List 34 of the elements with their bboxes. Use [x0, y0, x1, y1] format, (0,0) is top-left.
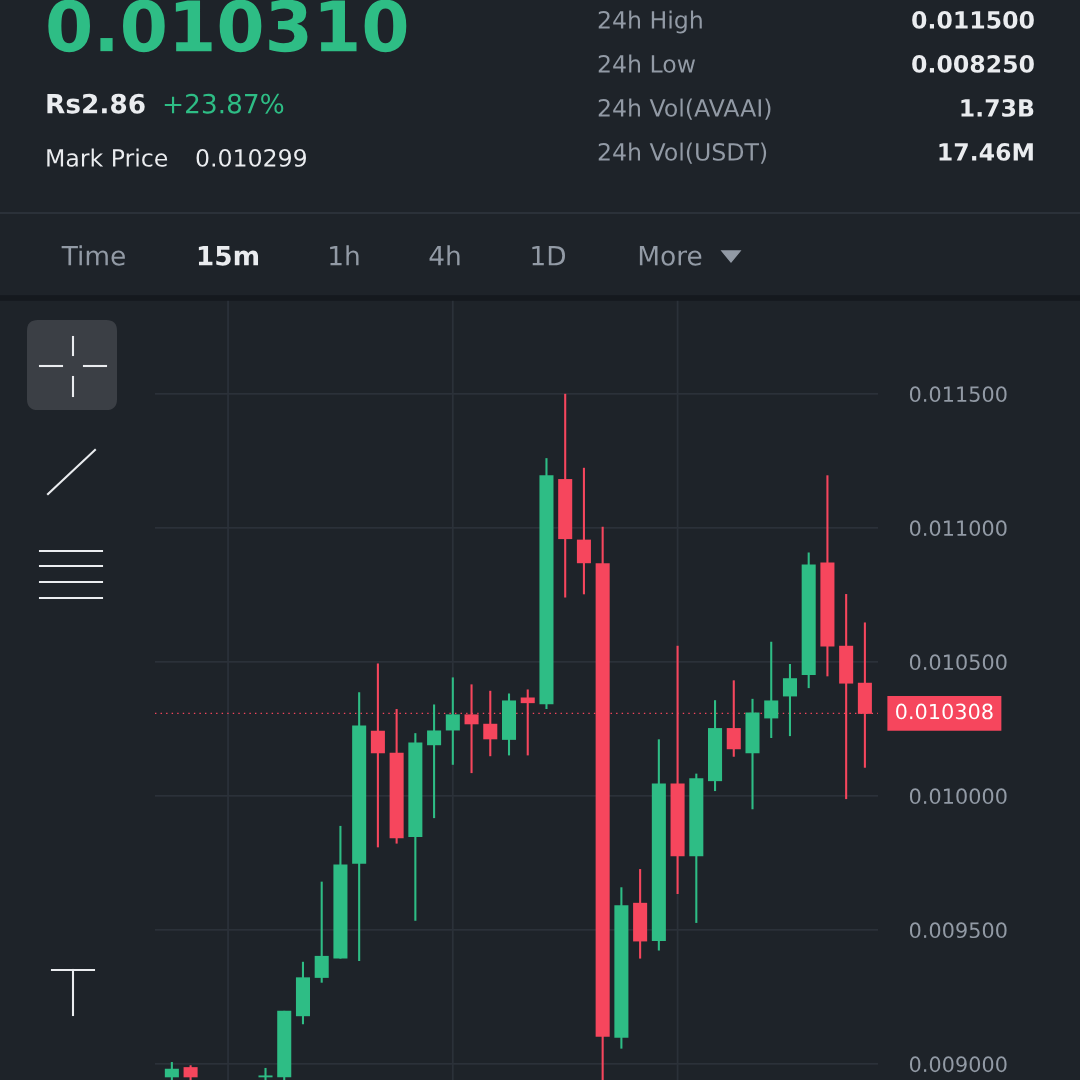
y-tick-label: 0.010500 [909, 654, 1007, 671]
candlestick [370, 662, 385, 849]
candlestick [314, 880, 329, 984]
candlestick [726, 679, 741, 758]
text: 1D [532, 246, 565, 266]
text: 1.73B [961, 98, 1034, 117]
chart-title: 0.010310 [48, 0, 407, 53]
text: 0.010299 [196, 148, 306, 167]
text: Rs2.86 [47, 93, 145, 114]
y-tick-label: 0.011500 [909, 386, 1007, 403]
candlestick [764, 640, 779, 740]
candlestick [576, 466, 591, 596]
text: +23.87% [164, 93, 284, 114]
text: 24h Vol(USDT) [598, 142, 767, 164]
candlestick [782, 662, 797, 738]
text: 0.008250 [912, 54, 1034, 73]
candlestick [258, 1066, 273, 1080]
text: 4h [429, 245, 460, 266]
text: 24h Low [598, 54, 696, 73]
text: 15m [198, 246, 259, 266]
candlestick [445, 676, 460, 766]
text: Time [61, 245, 125, 266]
text: Mark Price [47, 148, 168, 167]
y-tick-label: 0.009000 [909, 1056, 1007, 1073]
text: 1h [330, 245, 359, 266]
y-tick-label: 0.010000 [909, 788, 1007, 805]
text: More [639, 246, 702, 266]
text: 24h High [598, 10, 702, 34]
candlestick [427, 703, 442, 820]
text: 17.46M [939, 143, 1033, 161]
text: 24h Vol(AVAAI) [598, 98, 771, 120]
y-tick-label: 0.011000 [909, 520, 1007, 537]
y-tick-label: 0.009500 [909, 922, 1007, 939]
ref-line-label: 0.010308 [896, 703, 993, 720]
